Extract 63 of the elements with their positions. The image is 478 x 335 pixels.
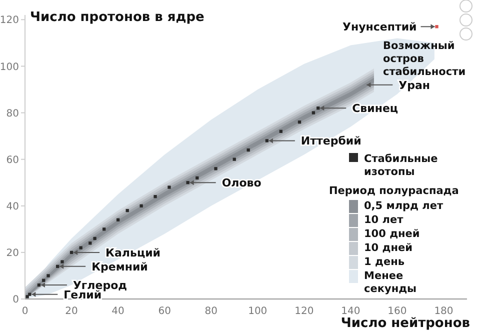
point xyxy=(265,139,269,142)
point xyxy=(37,283,41,287)
legend-title: Период полураспада xyxy=(329,185,460,198)
legend-label: 10 дней xyxy=(364,242,414,255)
point xyxy=(28,292,32,296)
point xyxy=(56,264,60,268)
point xyxy=(102,228,106,231)
point xyxy=(232,158,236,161)
legend-label: 0,5 млрд лет xyxy=(364,200,444,213)
point xyxy=(60,260,64,264)
point xyxy=(46,274,50,278)
point xyxy=(316,106,320,110)
x-tick-label: 100 xyxy=(248,306,268,318)
legend-label: Менее секунды xyxy=(364,270,418,296)
annotation: Кремний xyxy=(92,260,148,274)
annotation: Олово xyxy=(222,176,262,190)
y-tick-label: 120 xyxy=(0,15,19,26)
point xyxy=(140,204,143,208)
x-tick-label: 80 xyxy=(204,306,218,318)
point xyxy=(196,176,199,180)
x-tick-label: 20 xyxy=(65,306,78,318)
point xyxy=(70,250,74,254)
x-tick-label: 40 xyxy=(112,306,124,318)
point xyxy=(279,130,282,133)
y-tick-label: 60 xyxy=(6,154,19,166)
y-tick-label: 100 xyxy=(0,62,19,73)
x-tick-label: 60 xyxy=(158,306,171,318)
x-axis-title: Число нейтронов xyxy=(340,316,470,331)
point xyxy=(116,218,120,222)
point xyxy=(214,167,218,170)
x-tick-label: 140 xyxy=(341,306,360,318)
x-tick-label: 0 xyxy=(22,306,28,318)
point xyxy=(298,120,302,124)
annotation: Уран xyxy=(398,78,430,92)
annotation: Возможный остров стабильности xyxy=(383,40,467,79)
point xyxy=(168,186,171,189)
annotation: Кальций xyxy=(106,246,161,260)
y-tick-label: 40 xyxy=(6,201,19,212)
x-tick-label: 160 xyxy=(388,306,407,318)
point xyxy=(126,208,129,212)
point xyxy=(312,111,316,114)
point xyxy=(435,25,438,28)
point xyxy=(93,236,96,240)
x-tick-label: 180 xyxy=(434,306,454,318)
annotation: Унунсептий xyxy=(342,20,417,34)
point xyxy=(42,278,46,282)
legend-label: Стабильные изотопы xyxy=(364,153,439,179)
annotation: Свинец xyxy=(352,102,398,116)
x-tick-label: 120 xyxy=(294,306,314,318)
point xyxy=(246,148,250,152)
point xyxy=(79,246,82,250)
legend-label: 100 дней xyxy=(364,228,421,241)
y-tick-label: 20 xyxy=(6,248,19,259)
point xyxy=(88,242,92,245)
y-axis-title: Число протонов в ядре xyxy=(30,10,204,25)
legend-label: 1 день xyxy=(364,256,406,269)
y-tick-label: 80 xyxy=(6,108,19,120)
y-tick-label: 0 xyxy=(12,294,19,306)
point xyxy=(186,181,190,184)
legend-label: 10 лет xyxy=(364,214,404,227)
annotation: Иттербий xyxy=(300,134,362,148)
point xyxy=(26,295,29,298)
point xyxy=(154,194,157,198)
